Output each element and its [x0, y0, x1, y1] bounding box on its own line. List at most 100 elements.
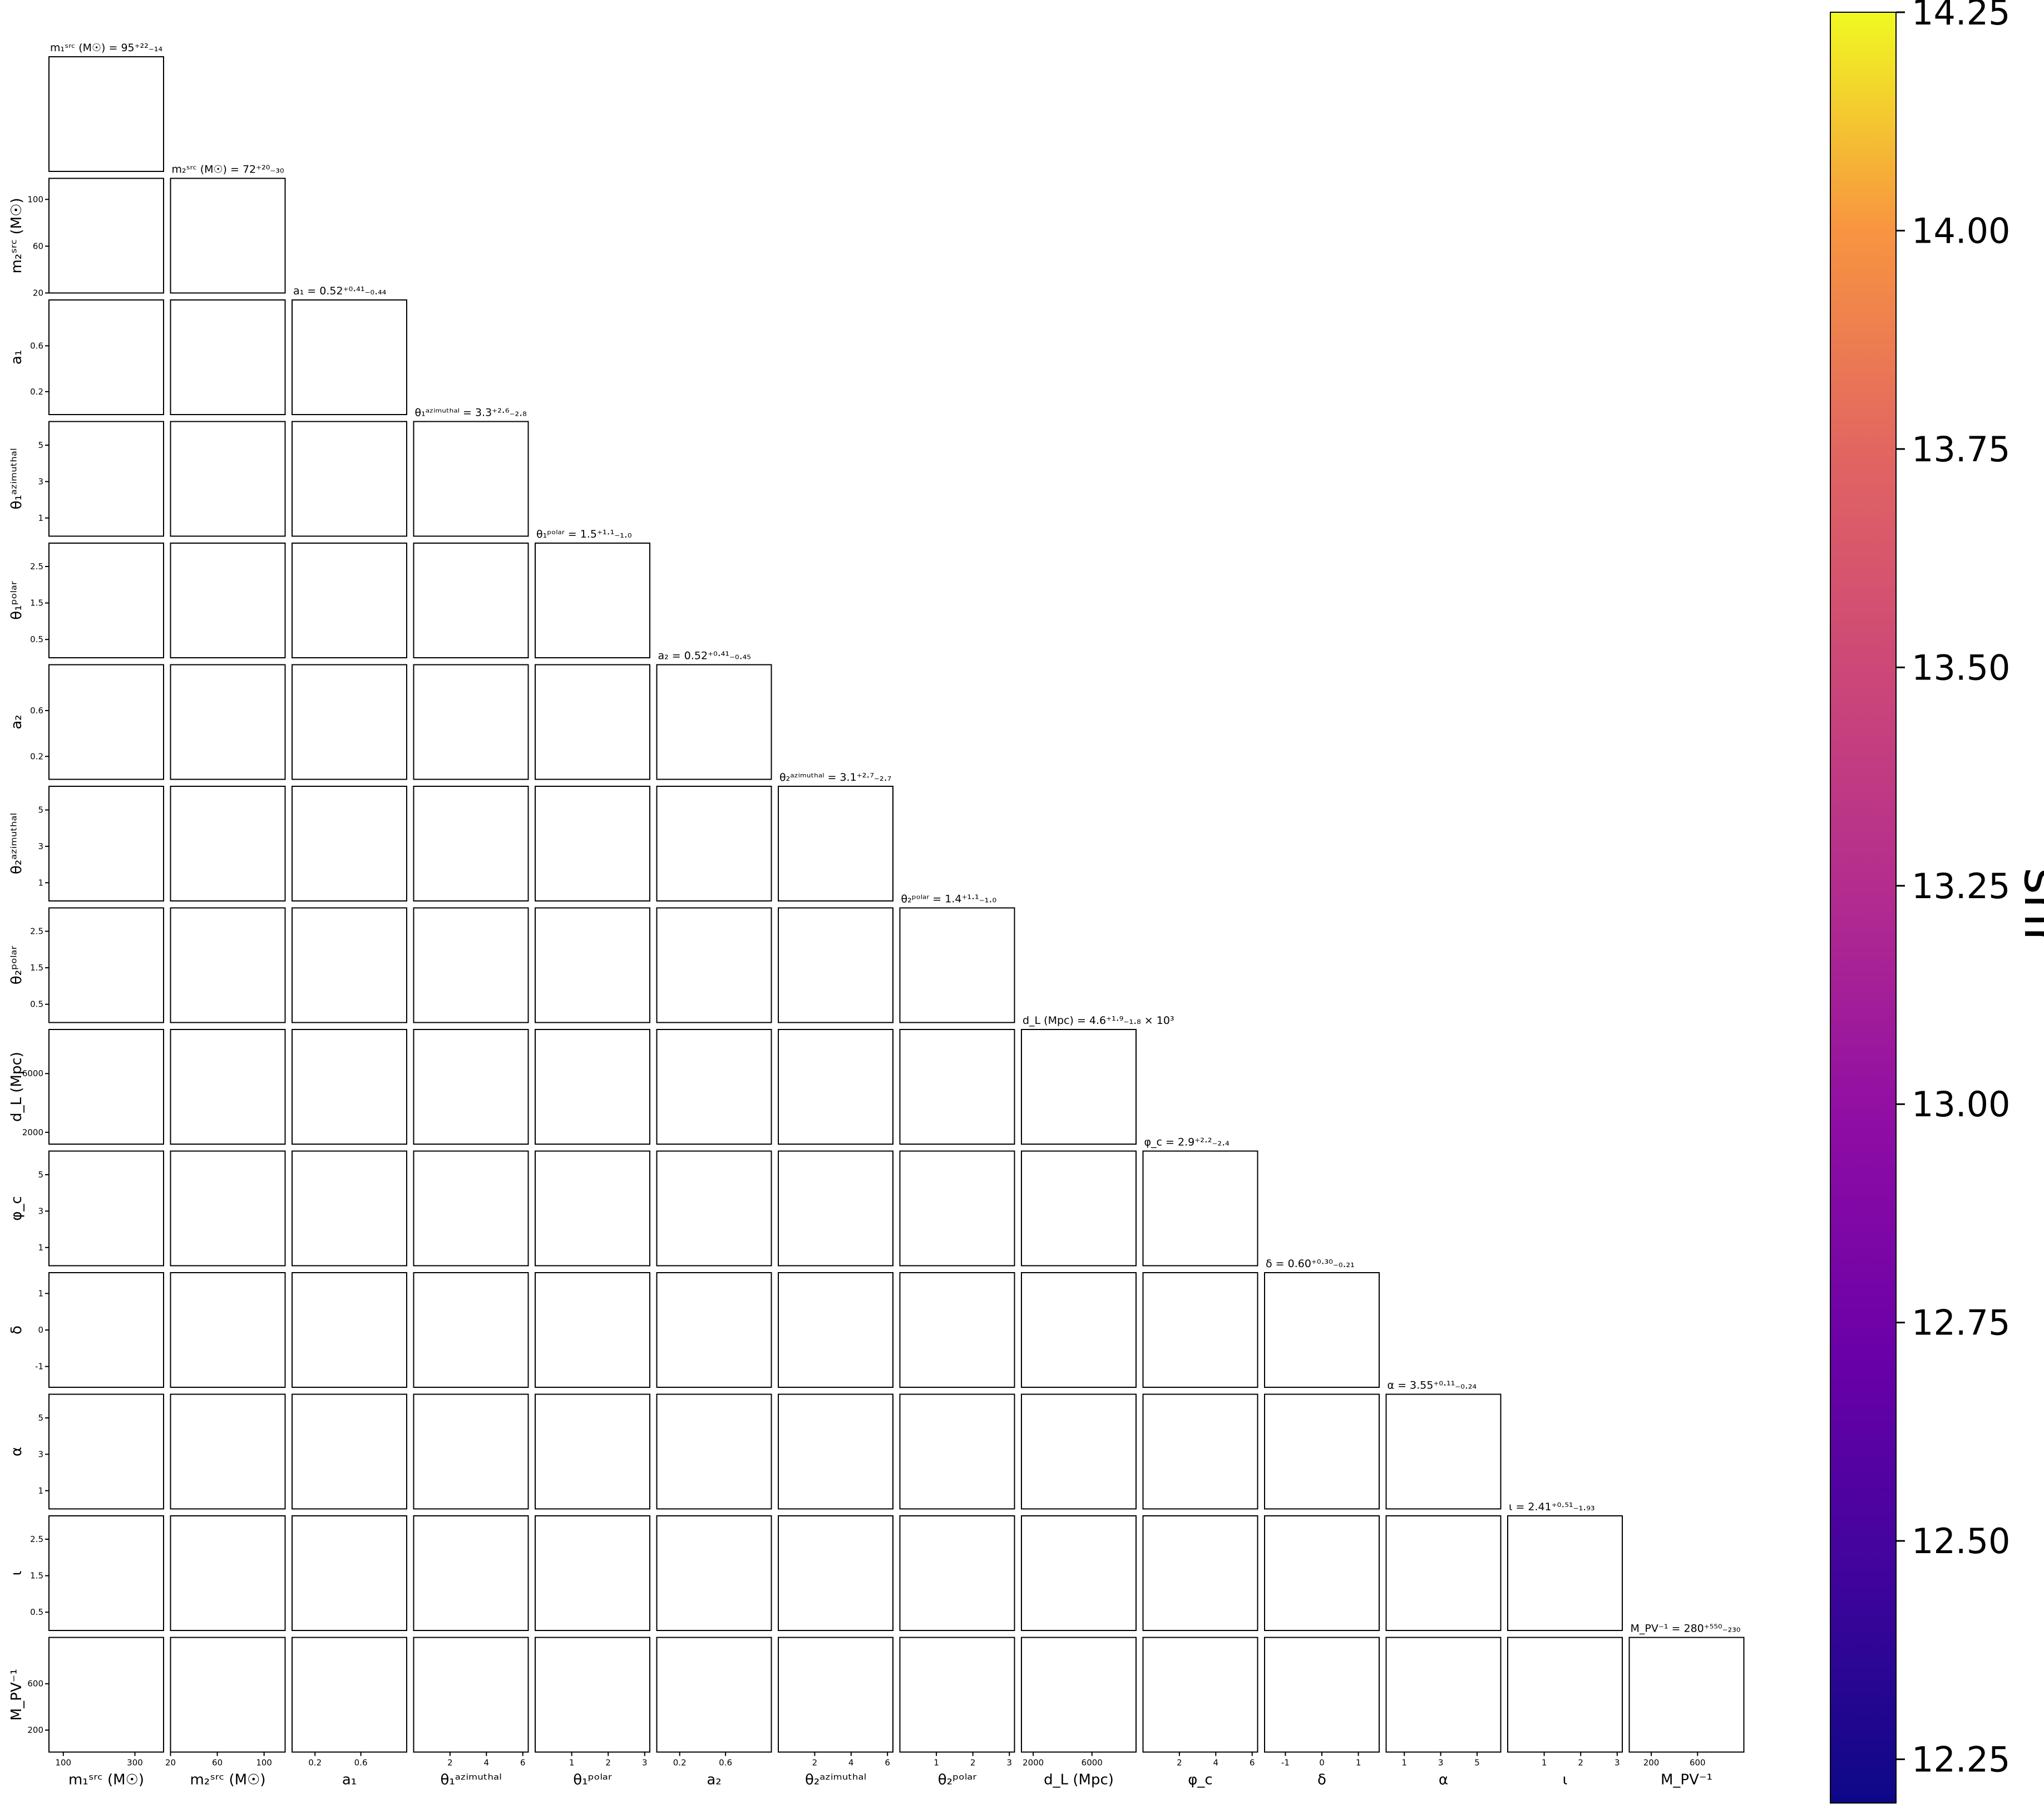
scatter-point	[774, 1308, 776, 1309]
scatter-point	[532, 1568, 534, 1569]
x-tick-label: 3	[642, 1758, 648, 1768]
panel-frame	[778, 1150, 893, 1267]
scatter-point	[243, 659, 245, 661]
panel-alpha-m2: 50%90%	[170, 1393, 286, 1510]
scatter-point	[974, 1270, 976, 1272]
panel-frame	[656, 786, 772, 901]
scatter-point	[575, 659, 577, 661]
scatter-point	[221, 905, 223, 907]
scatter-point	[337, 662, 338, 664]
scatter-point	[59, 781, 61, 782]
x-tick-label: 6	[1250, 1758, 1255, 1768]
scatter-point	[773, 991, 774, 992]
panel-frame	[778, 1029, 893, 1145]
panel-frame	[413, 421, 529, 537]
scatter-point	[1001, 1766, 1003, 1768]
scatter-point	[526, 1761, 528, 1762]
scatter-point	[895, 1750, 897, 1751]
scatter-point	[1146, 1756, 1147, 1758]
scatter-point	[283, 1512, 284, 1514]
scatter-point	[531, 1445, 532, 1447]
panel-t1a-a1: 50%90%	[292, 421, 407, 537]
panel-t2p-m2: 50%90%	[170, 905, 286, 1023]
scatter-point	[533, 1314, 535, 1316]
scatter-point	[616, 1513, 618, 1515]
scatter-point	[298, 1756, 299, 1758]
panel-a2-m1: 50%90%0.20.6a₂	[8, 664, 164, 782]
scatter-point	[287, 1683, 289, 1685]
panel-frame	[170, 421, 286, 537]
scatter-point	[474, 661, 476, 662]
panel-phic-t1p: 50%90%	[535, 1150, 650, 1267]
panel-frame	[899, 1272, 1015, 1388]
scatter-point	[895, 1315, 896, 1317]
scatter-point	[1453, 1779, 1454, 1781]
scatter-point	[1256, 1762, 1258, 1763]
scatter-point	[653, 1446, 654, 1448]
scatter-point	[411, 587, 412, 589]
panel-iota-t2a: 50%90%	[778, 1515, 893, 1631]
scatter-point	[1607, 1772, 1609, 1774]
scatter-point	[288, 858, 289, 859]
scatter-point	[440, 1760, 442, 1762]
scatter-point	[1446, 1757, 1448, 1758]
scatter-point	[52, 1763, 53, 1765]
panel-frame	[535, 907, 650, 1023]
x-axis-label-mpv: M_PV⁻¹	[1661, 1772, 1712, 1789]
scatter-point	[530, 1306, 531, 1308]
scatter-point	[898, 1702, 900, 1704]
colorbar-tick-label: 14.25	[1912, 0, 2011, 33]
x-axis-label-delta: δ	[1317, 1772, 1326, 1789]
colorbar-tick-label: 13.50	[1912, 647, 2011, 688]
scatter-point	[1335, 1757, 1336, 1758]
panel-alpha-dl: 50%90%	[1021, 1393, 1137, 1510]
scatter-point	[569, 1793, 570, 1795]
scatter-point	[1260, 1442, 1261, 1443]
scatter-point	[289, 1089, 290, 1091]
scatter-point	[1448, 1514, 1450, 1515]
y-tick-label: 5	[38, 805, 43, 815]
scatter-point	[63, 1270, 65, 1272]
panel-frame	[413, 1515, 529, 1631]
panel-frame	[1385, 1393, 1502, 1510]
panel-t2a-a1: 50%90%	[292, 786, 407, 901]
x-axis-label-dl: d_L (Mpc)	[1044, 1772, 1114, 1789]
scatter-point	[206, 1267, 208, 1269]
scatter-point	[654, 680, 656, 682]
panel-frame	[170, 299, 286, 415]
scatter-point	[318, 1786, 320, 1788]
scatter-point	[1455, 1773, 1457, 1775]
panel-frame	[292, 1637, 407, 1753]
panel-frame	[535, 1150, 650, 1267]
panel-frame	[292, 1393, 407, 1510]
scatter-point	[654, 1441, 655, 1442]
scatter-point	[896, 1718, 897, 1720]
y-tick-label: 3	[38, 841, 43, 851]
scatter-point	[803, 1757, 805, 1759]
scatter-point	[979, 1758, 980, 1760]
scatter-point	[287, 1194, 288, 1195]
scatter-point	[653, 1101, 655, 1103]
panel-frame	[1142, 1150, 1258, 1267]
panel-alpha-a1: 50%90%	[292, 1393, 407, 1510]
panel-frame	[1385, 1637, 1502, 1753]
scatter-point	[312, 661, 313, 663]
y-axis-label-phic: φ_c	[8, 1196, 25, 1220]
scatter-point	[236, 903, 238, 904]
scatter-point	[693, 1785, 694, 1786]
scatter-point	[205, 417, 207, 418]
scatter-point	[61, 903, 62, 905]
panel-frame	[292, 664, 407, 780]
panel-frame	[535, 786, 650, 901]
scatter-point	[687, 1768, 689, 1770]
scatter-point	[1068, 1767, 1069, 1768]
scatter-point	[1118, 1758, 1120, 1760]
panel-frame	[413, 907, 529, 1023]
panel-dl-t2p: 50%90%	[899, 1029, 1015, 1145]
x-axis-label-a1: a₁	[342, 1772, 357, 1789]
scatter-point	[56, 784, 58, 785]
scatter-point	[409, 1717, 411, 1718]
